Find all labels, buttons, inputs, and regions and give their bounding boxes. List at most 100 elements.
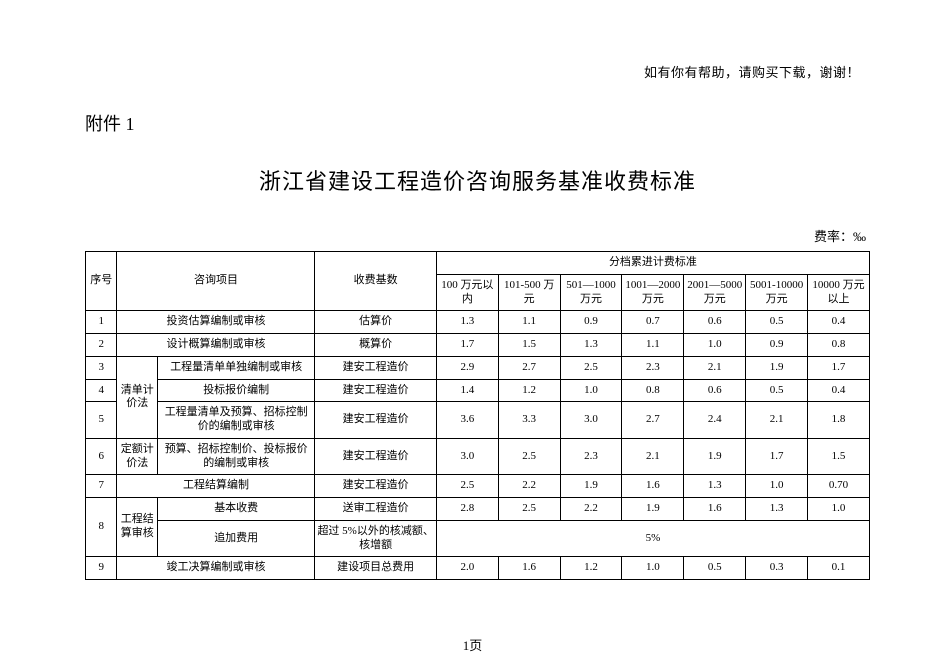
cell-value: 2.1 bbox=[684, 356, 746, 379]
cell-value: 0.70 bbox=[808, 475, 870, 498]
cell-value: 3.6 bbox=[436, 402, 498, 439]
page-title: 浙江省建设工程造价咨询服务基准收费标准 bbox=[85, 164, 870, 196]
cell-value: 2.3 bbox=[560, 438, 622, 475]
cell-value: 2.2 bbox=[560, 498, 622, 521]
cell-value: 1.0 bbox=[684, 334, 746, 357]
cell-value: 1.0 bbox=[560, 379, 622, 402]
cell-basis: 建安工程造价 bbox=[315, 438, 436, 475]
table-row: 8 工程结算审核 基本收费 送审工程造价 2.8 2.5 2.2 1.9 1.6… bbox=[86, 498, 870, 521]
cell-value: 2.0 bbox=[436, 557, 498, 580]
cell-value: 0.5 bbox=[746, 311, 808, 334]
cell-value: 0.8 bbox=[808, 334, 870, 357]
cell-value: 1.6 bbox=[622, 475, 684, 498]
cell-value: 1.9 bbox=[560, 475, 622, 498]
cell-value: 1.7 bbox=[436, 334, 498, 357]
cell-seq: 6 bbox=[86, 438, 117, 475]
cell-basis: 建安工程造价 bbox=[315, 356, 436, 379]
cell-value: 1.1 bbox=[622, 334, 684, 357]
cell-basis: 建安工程造价 bbox=[315, 402, 436, 439]
cell-subgroup: 定额计价法 bbox=[117, 438, 157, 475]
cell-value: 1.8 bbox=[808, 402, 870, 439]
cell-value: 1.0 bbox=[808, 498, 870, 521]
table-row: 4 投标报价编制 建安工程造价 1.4 1.2 1.0 0.8 0.6 0.5 … bbox=[86, 379, 870, 402]
cell-value: 2.5 bbox=[436, 475, 498, 498]
cell-value: 0.7 bbox=[622, 311, 684, 334]
cell-value: 1.7 bbox=[746, 438, 808, 475]
cell-subgroup: 清单计价法 bbox=[117, 356, 157, 438]
cell-value: 1.2 bbox=[560, 557, 622, 580]
cell-value: 1.0 bbox=[746, 475, 808, 498]
cell-value: 2.8 bbox=[436, 498, 498, 521]
tier-header: 101-500 万元 bbox=[498, 274, 560, 311]
tier-header: 5001-10000 万元 bbox=[746, 274, 808, 311]
cell-value: 1.3 bbox=[560, 334, 622, 357]
cell-value: 1.4 bbox=[436, 379, 498, 402]
header-note: 如有你有帮助，请购买下载，谢谢！ bbox=[644, 62, 860, 81]
cell-value: 0.6 bbox=[684, 311, 746, 334]
cell-value: 0.5 bbox=[684, 557, 746, 580]
cell-value: 2.3 bbox=[622, 356, 684, 379]
cell-subgroup: 工程结算审核 bbox=[117, 498, 157, 557]
page-content: 附件 1 浙江省建设工程造价咨询服务基准收费标准 费率：‰ 序号 咨询项目 收费… bbox=[85, 110, 870, 580]
cell-value: 2.5 bbox=[498, 498, 560, 521]
tier-header: 10000 万元以上 bbox=[808, 274, 870, 311]
col-header-tier-group: 分档累进计费标准 bbox=[436, 252, 869, 275]
cell-value: 1.9 bbox=[622, 498, 684, 521]
cell-value: 1.7 bbox=[808, 356, 870, 379]
table-row: 2 设计概算编制或审核 概算价 1.7 1.5 1.3 1.1 1.0 0.9 … bbox=[86, 334, 870, 357]
table-row: 3 清单计价法 工程量清单单独编制或审核 建安工程造价 2.9 2.7 2.5 … bbox=[86, 356, 870, 379]
tier-header: 100 万元以内 bbox=[436, 274, 498, 311]
cell-value: 2.2 bbox=[498, 475, 560, 498]
cell-value: 3.0 bbox=[560, 402, 622, 439]
cell-value: 2.1 bbox=[746, 402, 808, 439]
cell-item: 投资估算编制或审核 bbox=[117, 311, 315, 334]
table-row: 7 工程结算编制 建安工程造价 2.5 2.2 1.9 1.6 1.3 1.0 … bbox=[86, 475, 870, 498]
cell-seq: 3 bbox=[86, 356, 117, 379]
cell-seq: 5 bbox=[86, 402, 117, 439]
col-header-seq: 序号 bbox=[86, 252, 117, 311]
cell-basis: 估算价 bbox=[315, 311, 436, 334]
cell-value: 1.0 bbox=[622, 557, 684, 580]
cell-value: 1.9 bbox=[746, 356, 808, 379]
page-number: 1页 bbox=[0, 635, 945, 654]
cell-value: 2.9 bbox=[436, 356, 498, 379]
cell-item: 工程结算编制 bbox=[117, 475, 315, 498]
cell-seq: 7 bbox=[86, 475, 117, 498]
cell-value: 1.5 bbox=[498, 334, 560, 357]
cell-seq: 2 bbox=[86, 334, 117, 357]
cell-value: 2.1 bbox=[622, 438, 684, 475]
cell-item: 工程量清单及预算、招标控制价的编制或审核 bbox=[157, 402, 314, 439]
cell-value: 1.3 bbox=[684, 475, 746, 498]
rate-unit-label: 费率：‰ bbox=[85, 226, 870, 245]
cell-value: 2.5 bbox=[560, 356, 622, 379]
cell-value: 1.3 bbox=[436, 311, 498, 334]
appendix-label: 附件 1 bbox=[85, 110, 870, 136]
cell-value: 1.9 bbox=[684, 438, 746, 475]
col-header-item: 咨询项目 bbox=[117, 252, 315, 311]
cell-seq: 1 bbox=[86, 311, 117, 334]
tier-header: 2001—5000 万元 bbox=[684, 274, 746, 311]
cell-value: 1.6 bbox=[684, 498, 746, 521]
cell-basis: 建安工程造价 bbox=[315, 475, 436, 498]
cell-value: 0.8 bbox=[622, 379, 684, 402]
cell-basis: 超过 5%以外的核减额、核增额 bbox=[315, 520, 436, 557]
cell-basis: 概算价 bbox=[315, 334, 436, 357]
cell-value: 0.9 bbox=[560, 311, 622, 334]
cell-value: 1.5 bbox=[808, 438, 870, 475]
table-row: 追加费用 超过 5%以外的核减额、核增额 5% bbox=[86, 520, 870, 557]
cell-value: 2.7 bbox=[498, 356, 560, 379]
cell-basis: 建安工程造价 bbox=[315, 379, 436, 402]
cell-item: 预算、招标控制价、投标报价的编制或审核 bbox=[157, 438, 314, 475]
cell-value: 1.1 bbox=[498, 311, 560, 334]
cell-seq: 8 bbox=[86, 498, 117, 557]
cell-item: 基本收费 bbox=[157, 498, 314, 521]
cell-value: 0.9 bbox=[746, 334, 808, 357]
cell-value: 3.3 bbox=[498, 402, 560, 439]
cell-value: 0.1 bbox=[808, 557, 870, 580]
table-row: 1 投资估算编制或审核 估算价 1.3 1.1 0.9 0.7 0.6 0.5 … bbox=[86, 311, 870, 334]
cell-value: 0.5 bbox=[746, 379, 808, 402]
cell-value: 1.3 bbox=[746, 498, 808, 521]
tier-header: 1001—2000 万元 bbox=[622, 274, 684, 311]
cell-value: 0.4 bbox=[808, 311, 870, 334]
cell-seq: 4 bbox=[86, 379, 117, 402]
